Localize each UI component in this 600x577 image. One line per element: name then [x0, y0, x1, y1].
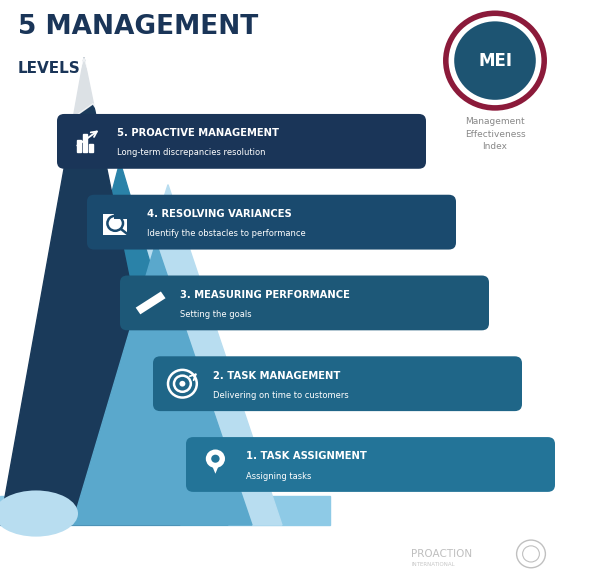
Text: Assigning tasks: Assigning tasks — [246, 471, 311, 481]
Bar — [83, 134, 87, 152]
Polygon shape — [12, 231, 192, 525]
Bar — [103, 214, 114, 219]
Polygon shape — [24, 162, 228, 525]
Text: Identify the obstacles to performance: Identify the obstacles to performance — [147, 229, 306, 238]
Text: 4. RESOLVING VARIANCES: 4. RESOLVING VARIANCES — [147, 209, 292, 219]
Polygon shape — [60, 58, 108, 127]
Text: Management
Effectiveness
Index: Management Effectiveness Index — [464, 117, 526, 151]
Text: Delivering on time to customers: Delivering on time to customers — [213, 391, 349, 400]
Circle shape — [206, 449, 225, 468]
Text: PROACTION: PROACTION — [411, 549, 472, 559]
Text: 2. TASK MANAGEMENT: 2. TASK MANAGEMENT — [213, 370, 340, 381]
FancyArrow shape — [136, 291, 166, 314]
FancyBboxPatch shape — [186, 437, 555, 492]
Ellipse shape — [0, 490, 78, 537]
Bar — [77, 140, 81, 152]
Text: INTERNATIONAL: INTERNATIONAL — [411, 562, 455, 567]
Polygon shape — [60, 185, 282, 525]
Polygon shape — [211, 462, 220, 474]
Circle shape — [179, 381, 185, 387]
Bar — [103, 219, 127, 235]
Text: 1. TASK ASSIGNMENT: 1. TASK ASSIGNMENT — [246, 451, 367, 462]
Bar — [0, 496, 330, 525]
Polygon shape — [72, 242, 252, 525]
FancyBboxPatch shape — [153, 356, 522, 411]
FancyBboxPatch shape — [120, 276, 489, 330]
Text: Setting the goals: Setting the goals — [180, 310, 251, 319]
Bar — [89, 144, 93, 152]
Text: LEVELS: LEVELS — [18, 61, 81, 76]
Circle shape — [211, 455, 220, 463]
Polygon shape — [0, 58, 180, 525]
FancyBboxPatch shape — [87, 195, 456, 249]
Text: MEI: MEI — [478, 51, 512, 70]
Text: 3. MEASURING PERFORMANCE: 3. MEASURING PERFORMANCE — [180, 290, 350, 300]
Circle shape — [454, 21, 536, 100]
Text: 5 MANAGEMENT: 5 MANAGEMENT — [18, 14, 258, 40]
Text: Long-term discrepancies resolution: Long-term discrepancies resolution — [117, 148, 265, 158]
Text: 5. PROACTIVE MANAGEMENT: 5. PROACTIVE MANAGEMENT — [117, 128, 279, 138]
Circle shape — [446, 13, 544, 108]
FancyBboxPatch shape — [57, 114, 426, 168]
